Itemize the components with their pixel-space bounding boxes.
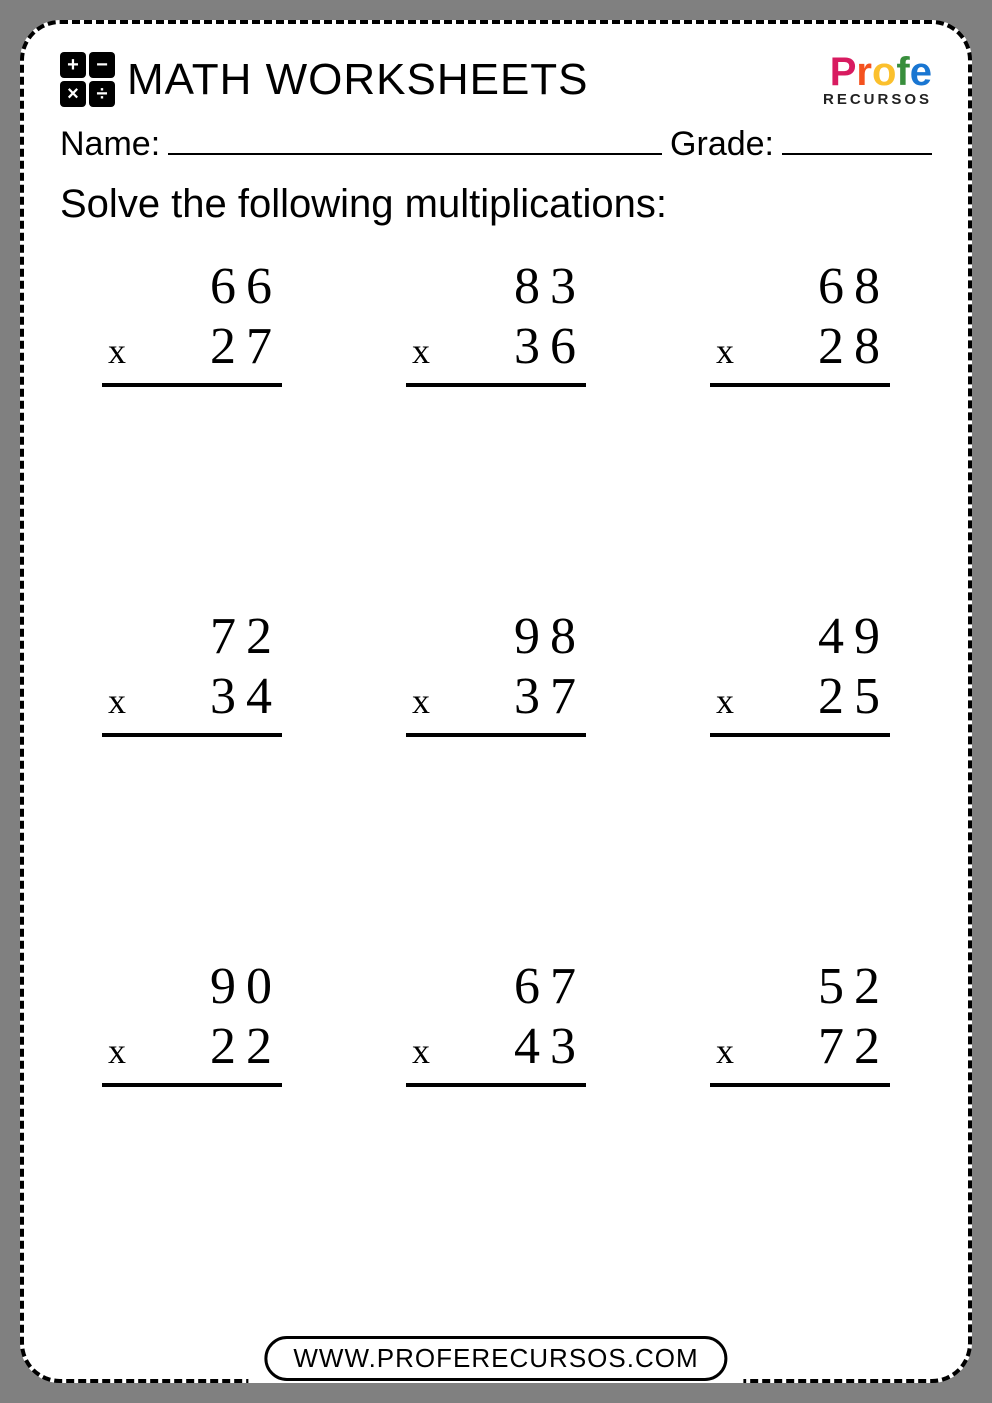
problem-2: 83 x 36 — [364, 247, 628, 597]
math-operations-icon: + − × ÷ — [60, 52, 115, 107]
multiplier: 28 — [818, 317, 890, 377]
problems-grid: 66 x 27 83 x 36 68 x 28 72 x 34 98 x 37 49 x 25 90 x 22 67 x 43… — [60, 247, 932, 1297]
operator: x — [710, 331, 734, 372]
problem-5: 98 x 37 — [364, 597, 628, 947]
result-line — [102, 733, 282, 737]
multiplicand: 72 — [102, 607, 282, 667]
result-line — [102, 383, 282, 387]
instruction-text: Solve the following multiplications: — [60, 182, 932, 227]
multiplier: 34 — [210, 667, 282, 727]
grade-input-line[interactable] — [782, 121, 932, 155]
multiplicand: 68 — [710, 257, 890, 317]
worksheet-page: + − × ÷ MATH WORKSHEETS Profe RECURSOS N… — [20, 20, 972, 1383]
multiplier: 22 — [210, 1017, 282, 1077]
minus-icon: − — [89, 52, 115, 78]
problem-8: 67 x 43 — [364, 947, 628, 1297]
multiplier: 37 — [514, 667, 586, 727]
multiplicand: 98 — [406, 607, 586, 667]
operator: x — [102, 331, 126, 372]
problem-9: 52 x 72 — [668, 947, 932, 1297]
footer-url: WWW.PROFERECURSOS.COM — [264, 1336, 727, 1381]
result-line — [710, 1083, 890, 1087]
multiplicand: 67 — [406, 957, 586, 1017]
problem-4: 72 x 34 — [60, 597, 324, 947]
result-line — [406, 1083, 586, 1087]
operator: x — [710, 681, 734, 722]
name-label: Name: — [60, 125, 160, 164]
header: + − × ÷ MATH WORKSHEETS Profe RECURSOS — [60, 52, 932, 107]
grade-label: Grade: — [670, 125, 774, 164]
multiplier: 27 — [210, 317, 282, 377]
divide-icon: ÷ — [89, 81, 115, 107]
multiplicand: 66 — [102, 257, 282, 317]
operator: x — [102, 681, 126, 722]
result-line — [710, 733, 890, 737]
multiplicand: 90 — [102, 957, 282, 1017]
problem-3: 68 x 28 — [668, 247, 932, 597]
operator: x — [406, 1031, 430, 1072]
plus-icon: + — [60, 52, 86, 78]
problem-6: 49 x 25 — [668, 597, 932, 947]
result-line — [710, 383, 890, 387]
title-block: + − × ÷ MATH WORKSHEETS — [60, 52, 589, 107]
multiplicand: 49 — [710, 607, 890, 667]
multiplicand: 52 — [710, 957, 890, 1017]
multiplier: 72 — [818, 1017, 890, 1077]
result-line — [406, 383, 586, 387]
multiplier: 43 — [514, 1017, 586, 1077]
result-line — [102, 1083, 282, 1087]
operator: x — [406, 331, 430, 372]
name-input-line[interactable] — [168, 121, 662, 155]
page-title: MATH WORKSHEETS — [127, 55, 589, 105]
result-line — [406, 733, 586, 737]
logo-bottom: RECURSOS — [823, 92, 932, 107]
operator: x — [102, 1031, 126, 1072]
brand-logo: Profe RECURSOS — [823, 52, 932, 107]
times-icon: × — [60, 81, 86, 107]
student-fields: Name: Grade: — [60, 121, 932, 164]
operator: x — [710, 1031, 734, 1072]
problem-7: 90 x 22 — [60, 947, 324, 1297]
operator: x — [406, 681, 430, 722]
multiplicand: 83 — [406, 257, 586, 317]
multiplier: 36 — [514, 317, 586, 377]
problem-1: 66 x 27 — [60, 247, 324, 597]
footer: WWW.PROFERECURSOS.COM — [248, 1336, 743, 1383]
multiplier: 25 — [818, 667, 890, 727]
logo-top: Profe — [823, 52, 932, 92]
